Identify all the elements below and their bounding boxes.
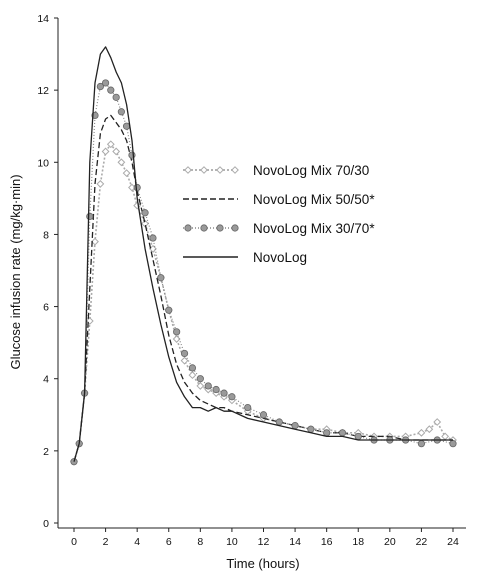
series-3-point [141, 209, 149, 217]
series-3-point [307, 425, 315, 433]
y-tick-label: 8 [43, 229, 49, 241]
series-1-point [122, 169, 131, 178]
series-3-point [149, 234, 157, 242]
series-3-point [220, 389, 228, 397]
x-tick-label: 20 [384, 536, 396, 548]
x-tick-label: 6 [166, 536, 172, 548]
y-tick-label: 10 [37, 157, 49, 169]
y-tick-label: 4 [43, 374, 49, 386]
x-tick-label: 24 [447, 536, 459, 548]
y-tick-label: 14 [37, 13, 49, 25]
series-layer [70, 46, 457, 466]
series-3-point [354, 432, 362, 441]
legend-label: NovoLog Mix 50/50* [253, 192, 375, 207]
legend-item: NovoLog Mix 50/50* [183, 192, 375, 207]
x-tick-label: 8 [197, 536, 203, 548]
y-tick-label: 2 [43, 446, 49, 458]
series-1-point [433, 418, 442, 426]
series-1-point [196, 382, 205, 390]
legend: NovoLog Mix 70/30 NovoLog Mix 50/50* NovoL… [183, 163, 375, 265]
x-tick-label: 14 [289, 536, 301, 548]
series-3-point [449, 440, 457, 448]
series-3-point [86, 212, 94, 220]
series-4-line [73, 46, 453, 462]
legend-label: NovoLog [253, 250, 307, 265]
series-1-point [141, 219, 149, 228]
series-1-point [188, 371, 197, 380]
legend-label: NovoLog Mix 70/30 [253, 163, 369, 178]
series-1-point [180, 356, 189, 365]
axes [57, 18, 466, 529]
legend-swatch-marker [231, 224, 239, 232]
legend-swatch-marker [216, 166, 224, 174]
legend-swatch-marker [184, 166, 192, 174]
series-3-point [204, 382, 212, 390]
series-1-point [425, 425, 434, 434]
series-1-point [117, 158, 126, 167]
series-3-point [117, 108, 125, 116]
series-3-point [259, 411, 268, 419]
series-3-point [417, 440, 426, 448]
series-3 [70, 79, 457, 466]
legend-swatch-marker [231, 166, 239, 174]
y-tick-label: 12 [37, 85, 49, 97]
legend-item: NovoLog Mix 30/70* [183, 221, 375, 236]
x-axis-title: Time (hours) [226, 556, 299, 571]
legend-item: NovoLog Mix 70/30 [183, 163, 369, 178]
legend-swatch-marker [200, 224, 208, 232]
series-3-point [112, 93, 120, 101]
x-tick-label: 12 [258, 536, 270, 548]
series-1-point [417, 428, 426, 437]
series-3-point [212, 385, 220, 394]
series-3-point [196, 375, 204, 383]
x-tick-label: 4 [134, 536, 140, 548]
series-3-point [228, 393, 236, 401]
legend-swatch-marker [200, 166, 208, 174]
series-3-point [188, 364, 197, 372]
series-3-point [180, 349, 189, 358]
series-3-point [165, 306, 173, 314]
series-1-point [101, 147, 110, 156]
legend-label: NovoLog Mix 30/70* [253, 221, 375, 236]
series-3-point [101, 79, 110, 87]
series-2-line [73, 114, 453, 462]
y-tick-label: 6 [43, 302, 49, 314]
legend-item: NovoLog [183, 250, 307, 265]
series-2 [73, 114, 453, 462]
x-tick-label: 16 [321, 536, 333, 548]
x-tick-label: 2 [103, 536, 109, 548]
series-3-point [338, 429, 347, 437]
legend-swatch-marker [216, 224, 224, 232]
series-3-point [323, 429, 331, 437]
series-3-point [122, 122, 131, 130]
y-tick-label: 0 [43, 518, 49, 530]
series-1-point [91, 237, 99, 246]
series-1-point [133, 201, 142, 210]
x-tick-label: 10 [226, 536, 238, 548]
x-ticks: 0 2 4 6 8 10 12 14 16 18 20 22 24 [71, 528, 459, 548]
series-1-point [106, 140, 115, 149]
series-4 [73, 46, 453, 462]
series-3-point [107, 86, 115, 94]
series-3-point [96, 82, 104, 91]
series-3-point [157, 274, 165, 282]
series-1-point [441, 432, 450, 441]
x-tick-label: 22 [416, 536, 428, 548]
x-tick-label: 18 [352, 536, 364, 548]
series-1-point [172, 335, 181, 343]
series-1-point [112, 147, 121, 156]
series-3-point [128, 151, 136, 159]
legend-swatch-marker [184, 224, 192, 232]
x-tick-label: 0 [71, 536, 77, 548]
y-axis-title: Glucose infusion rate (mg/kg·min) [8, 174, 23, 369]
y-ticks: 0 2 4 6 8 10 12 14 [37, 13, 58, 530]
series-3-point [244, 403, 252, 412]
series-3-point [133, 183, 141, 192]
series-3-point [275, 418, 283, 426]
series-3-line [73, 82, 454, 462]
series-1-point [96, 180, 105, 188]
series-3-point [173, 328, 181, 336]
series-3-point [291, 422, 299, 430]
